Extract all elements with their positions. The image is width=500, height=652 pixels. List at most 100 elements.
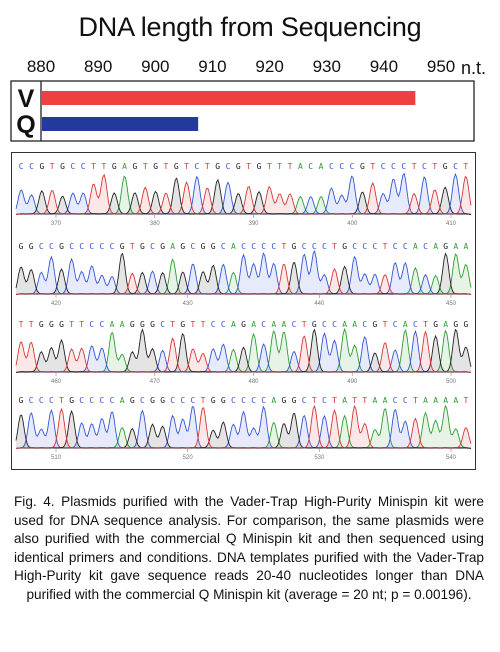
base-call: G [373, 320, 378, 329]
base-call: G [120, 242, 125, 251]
position-label-530: 530 [314, 455, 325, 461]
base-call: G [180, 320, 185, 329]
base-call: C [89, 242, 94, 251]
base-call: T [29, 320, 34, 329]
base-call: T [412, 162, 417, 171]
base-call: C [191, 396, 196, 405]
base-call: C [413, 320, 418, 329]
base-call: A [298, 162, 303, 171]
base-call: T [332, 396, 337, 405]
position-label-430: 430 [183, 301, 194, 307]
base-call: G [150, 396, 155, 405]
base-call: G [130, 396, 135, 405]
x-tick-label-910: 910 [198, 57, 226, 76]
x-tick-label-890: 890 [84, 57, 112, 76]
x-tick-label-930: 930 [313, 57, 341, 76]
chart-title: DNA length from Sequencing [78, 12, 422, 42]
base-call: G [443, 242, 448, 251]
base-call: C [302, 242, 307, 251]
base-call: G [312, 320, 317, 329]
base-call: C [362, 320, 367, 329]
base-call: C [403, 396, 408, 405]
position-label-460: 460 [51, 379, 62, 385]
trace-line-T [15, 263, 472, 295]
base-call: C [350, 162, 355, 171]
trace-line-C [15, 405, 472, 449]
base-call: G [39, 320, 44, 329]
base-call: C [195, 162, 200, 171]
base-call: T [362, 396, 367, 405]
base-call: C [39, 242, 44, 251]
base-call: C [302, 396, 307, 405]
x-tick-label-880: 880 [27, 57, 55, 76]
base-call: G [130, 320, 135, 329]
base-call: C [393, 242, 398, 251]
trace-fill-T [16, 331, 471, 373]
position-label-540: 540 [446, 455, 457, 461]
base-call: A [110, 320, 115, 329]
base-call: G [160, 242, 165, 251]
position-label-520: 520 [183, 455, 194, 461]
base-call: A [271, 320, 276, 329]
base-call: T [91, 162, 96, 171]
base-call: G [59, 242, 64, 251]
base-call: G [19, 242, 24, 251]
base-call: T [79, 320, 84, 329]
base-call: G [257, 162, 262, 171]
base-call: C [391, 162, 396, 171]
base-call: C [150, 242, 155, 251]
base-call: T [370, 162, 375, 171]
base-call: C [180, 396, 185, 405]
base-call: A [373, 396, 378, 405]
base-call: A [443, 320, 448, 329]
position-label-500: 500 [446, 379, 457, 385]
base-call: C [226, 162, 231, 171]
base-call: C [89, 320, 94, 329]
base-call: G [140, 242, 145, 251]
trace-line-C [15, 249, 472, 295]
position-label-420: 420 [51, 301, 62, 307]
base-call: C [251, 242, 256, 251]
trace-fill-G [16, 178, 471, 215]
base-call: C [221, 242, 226, 251]
base-call: C [241, 396, 246, 405]
base-call: C [191, 242, 196, 251]
base-call: C [29, 162, 34, 171]
base-call: A [342, 396, 347, 405]
position-label-470: 470 [150, 379, 161, 385]
base-call: A [120, 320, 125, 329]
trace-fill-T [16, 174, 471, 215]
base-call: C [79, 396, 84, 405]
base-call: T [332, 242, 337, 251]
base-call: C [332, 320, 337, 329]
base-call: C [312, 242, 317, 251]
base-call: A [122, 162, 127, 171]
base-call: A [403, 320, 408, 329]
base-call: G [49, 320, 54, 329]
base-call: T [282, 242, 287, 251]
base-call: C [160, 320, 165, 329]
base-call: C [322, 320, 327, 329]
base-call: A [423, 396, 428, 405]
base-call: C [422, 162, 427, 171]
base-call: T [205, 162, 210, 171]
base-call: G [201, 242, 206, 251]
base-call: A [342, 320, 347, 329]
base-call: A [170, 242, 175, 251]
base-call: T [201, 396, 206, 405]
base-call: G [443, 162, 448, 171]
base-call: T [423, 320, 428, 329]
base-call: C [241, 242, 246, 251]
base-call: G [180, 242, 185, 251]
position-label-370: 370 [51, 221, 62, 227]
figure-caption: Fig. 4. Plasmids purified with the Vader… [14, 494, 484, 602]
trace-fill-C [16, 251, 471, 295]
base-call: C [308, 162, 313, 171]
base-call: T [277, 162, 282, 171]
base-call: G [211, 242, 216, 251]
base-call: G [292, 396, 297, 405]
trace-fill-A [16, 329, 471, 373]
